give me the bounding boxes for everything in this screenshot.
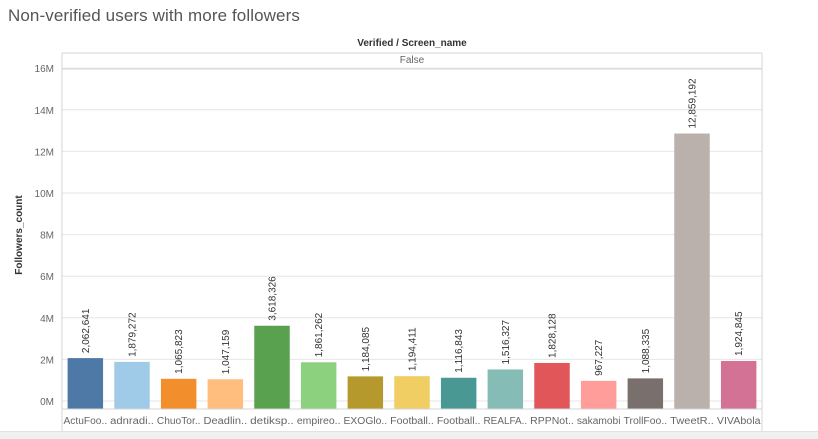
x-category-label: TrollFoo.. (624, 416, 668, 427)
x-category-label: ActuFoo.. (64, 416, 108, 427)
bar-value-label: 1,879,272 (128, 312, 139, 357)
bar (300, 362, 337, 409)
bar-value-label: 1,194,411 (408, 327, 419, 371)
plot-frame (61, 52, 763, 431)
bar (440, 377, 477, 409)
x-category-label: Deadlin.. (204, 416, 248, 427)
bar-value-label: 3,618,326 (268, 276, 279, 321)
bar (674, 133, 710, 409)
bar-value-label: 1,047,159 (221, 329, 232, 374)
x-category-label: ChuoTor.. (157, 416, 201, 427)
bar-value-label: 1,088,335 (641, 328, 652, 373)
y-tick-label: 12M (35, 147, 54, 158)
bar (114, 361, 150, 409)
x-category-label: adnradi.. (110, 416, 154, 427)
bar (627, 378, 664, 409)
bar-value-label: 1,924,845 (734, 311, 745, 356)
x-category-label: Football.. (437, 416, 481, 427)
x-category-label: empireo.. (297, 416, 341, 427)
y-tick-label: 2M (40, 355, 54, 366)
bar (534, 362, 570, 409)
y-tick-label: 16M (35, 64, 54, 75)
bar-value-label: 967,227 (594, 339, 605, 376)
bar (67, 358, 104, 409)
x-category-label: VIVAbola (717, 416, 761, 427)
x-category-label: TweetR.. (670, 416, 714, 427)
bar (347, 376, 384, 409)
bar-value-label: 1,828,128 (548, 313, 559, 358)
x-category-label: RPPNot.. (530, 416, 574, 427)
x-category-label: Football.. (390, 416, 434, 427)
x-category-label: REALFA.. (484, 416, 528, 427)
bars: 2,062,641 ActuFoo.. 1,879,272 adnradi.. 1,06… (64, 78, 761, 427)
bar-value-label: 1,065,823 (174, 329, 185, 374)
y-tick-label: 0M (40, 397, 54, 408)
gridlines: 0M 2M 4M 6M 8M 10M 12M 14M 16M (35, 64, 762, 408)
y-axis-label: Followers_count (14, 195, 25, 275)
bar (254, 325, 290, 409)
bar (487, 369, 524, 409)
page-title: Non-verified users with more followers (8, 6, 300, 25)
bar-value-label: 1,516,327 (501, 320, 512, 365)
bar (207, 379, 244, 409)
x-category-label: sakamobi (577, 416, 621, 427)
y-tick-label: 10M (35, 189, 54, 200)
bar (720, 360, 757, 409)
x-category-label: detiksp.. (250, 416, 294, 427)
bar (580, 380, 617, 409)
y-tick-label: 14M (35, 106, 54, 117)
bar (394, 376, 430, 409)
bar-value-label: 2,062,641 (81, 308, 92, 353)
bottom-scrollbar-strip (0, 431, 818, 439)
y-tick-label: 8M (40, 231, 54, 242)
bar-value-label: 1,116,843 (454, 329, 465, 373)
bar-value-label: 1,861,262 (314, 312, 325, 357)
bar-value-label: 1,184,085 (361, 326, 372, 371)
x-category-label: EXOGlo.. (344, 416, 388, 427)
y-tick-label: 6M (40, 272, 54, 283)
bar-value-label: 12,859,192 (688, 78, 699, 128)
column-header-title: Verified / Screen_name (357, 38, 467, 49)
facet-label: False (399, 55, 425, 66)
y-tick-label: 4M (40, 314, 54, 325)
bar (160, 378, 197, 409)
